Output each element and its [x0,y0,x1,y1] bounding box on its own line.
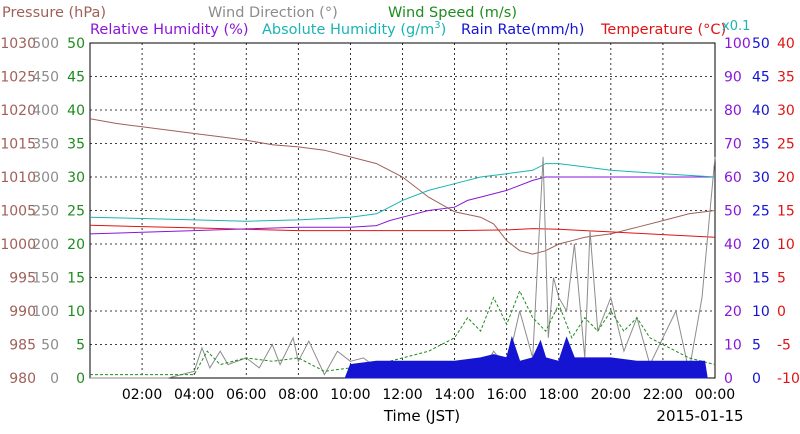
multiplier-label: x0.1 [722,19,750,34]
y-tick-label-pressure: 1025 [0,70,36,86]
x-tick-label: 08:00 [278,387,318,403]
y-tick-label-wind_speed: 30 [67,170,85,186]
y-tick-label-wind_speed: 35 [67,137,85,153]
x-axis-label: Time (JST) [383,407,460,425]
y-tick-label-relative_humidity: 100 [724,36,751,52]
title-part-row1: Wind Speed (m/s) [388,5,517,21]
y-tick-label-relative_humidity: 20 [724,304,742,320]
y-tick-label-rain_rate: 30 [752,170,770,186]
y-tick-label-pressure: 985 [9,338,36,354]
y-tick-label-rain_rate: 20 [752,237,770,253]
y-tick-label-pressure: 1005 [0,204,36,220]
y-tick-label-pressure: 1000 [0,237,36,253]
y-tick-label-temperature: 40 [777,36,795,52]
y-tick-label-temperature: -5 [777,338,791,354]
y-tick-label-pressure: 1020 [0,103,36,119]
y-tick-label-temperature: 30 [777,103,795,119]
y-tick-label-temperature: 5 [777,271,786,287]
title-tail: ) [441,22,447,38]
y-tick-label-wind_speed: 15 [67,271,85,287]
x-tick-label: 02:00 [122,387,162,403]
y-tick-label-relative_humidity: 30 [724,271,742,287]
x-tick-label: 12:00 [382,387,422,403]
y-tick-label-rain_rate: 40 [752,103,770,119]
x-tick-label: 06:00 [226,387,266,403]
y-tick-label-rain_rate: 50 [752,36,770,52]
series-pressure-hpa [89,118,716,255]
y-tick-label-wind_speed: 0 [76,371,85,387]
y-tick-label-wind_speed: 50 [67,36,85,52]
y-tick-label-wind_direction: 200 [32,237,59,253]
x-tick-label: 22:00 [643,387,683,403]
y-tick-label-wind_speed: 5 [76,338,85,354]
x-tick-label: 14:00 [434,387,474,403]
y-tick-label-temperature: 15 [777,204,795,220]
y-tick-label-rain_rate: 10 [752,304,770,320]
y-tick-label-pressure: 990 [9,304,36,320]
y-tick-label-rain_rate: 0 [752,371,761,387]
y-tick-label-temperature: 20 [777,170,795,186]
y-tick-label-relative_humidity: 90 [724,70,742,86]
y-tick-label-wind_direction: 300 [32,170,59,186]
y-tick-label-wind_direction: 400 [32,103,59,119]
y-tick-label-wind_speed: 40 [67,103,85,119]
series-relative-humidity [89,176,715,235]
y-tick-label-wind_speed: 25 [67,204,85,220]
y-tick-label-wind_direction: 0 [50,371,59,387]
title-part-row2: Absolute Humidity (g/m3) [262,20,446,38]
series-absolute-humidity [89,163,716,222]
title-superscript: 3 [434,20,440,31]
y-tick-label-rain_rate: 45 [752,70,770,86]
series-wind-speed-m-s [90,289,716,376]
title-part-row1: Pressure (hPa) [2,5,106,21]
x-tick-label: 10:00 [330,387,370,403]
x-tick-label: 04:00 [174,387,214,403]
y-tick-label-relative_humidity: 40 [724,237,742,253]
y-tick-label-wind_direction: 150 [32,271,59,287]
title-part-row2: Rain Rate(mm/h) [461,22,584,38]
y-tick-label-relative_humidity: 0 [724,371,733,387]
y-tick-label-relative_humidity: 80 [724,103,742,119]
y-tick-label-temperature: 10 [777,237,795,253]
y-tick-label-wind_speed: 45 [67,70,85,86]
y-tick-label-relative_humidity: 70 [724,137,742,153]
x-tick-label: 16:00 [486,387,526,403]
x-tick-label: 18:00 [539,387,579,403]
title-part-row1: Wind Direction (°) [208,5,338,21]
y-tick-label-temperature: 25 [777,137,795,153]
y-tick-label-wind_direction: 450 [32,70,59,86]
x-tick-label: 20:00 [591,387,631,403]
series-temperature-c [89,224,716,238]
y-tick-label-temperature: 0 [777,304,786,320]
y-tick-label-relative_humidity: 10 [724,338,742,354]
y-tick-label-pressure: 1030 [0,36,36,52]
y-tick-label-pressure: 1015 [0,137,36,153]
series-rain-rate-mm-h [344,336,708,379]
y-tick-label-rain_rate: 25 [752,204,770,220]
y-tick-label-wind_direction: 100 [32,304,59,320]
y-tick-label-wind_direction: 250 [32,204,59,220]
title-part-row2: Relative Humidity (%) [90,22,249,38]
y-tick-label-rain_rate: 15 [752,271,770,287]
x-tick-label: 00:00 [695,387,735,403]
y-tick-label-relative_humidity: 50 [724,204,742,220]
y-tick-label-wind_speed: 20 [67,237,85,253]
y-tick-label-temperature: -10 [777,371,800,387]
y-tick-label-pressure: 1010 [0,170,36,186]
y-tick-label-temperature: 35 [777,70,795,86]
y-tick-label-pressure: 995 [9,271,36,287]
y-tick-label-wind_speed: 10 [67,304,85,320]
y-tick-label-rain_rate: 35 [752,137,770,153]
y-tick-label-pressure: 980 [9,371,36,387]
y-tick-label-rain_rate: 5 [752,338,761,354]
y-tick-label-relative_humidity: 60 [724,170,742,186]
y-tick-label-wind_direction: 350 [32,137,59,153]
date-label: 2015-01-15 [656,407,743,425]
title-part-row2: Temperature (°C) [600,22,726,38]
y-tick-label-wind_direction: 50 [41,338,59,354]
y-tick-label-wind_direction: 500 [32,36,59,52]
